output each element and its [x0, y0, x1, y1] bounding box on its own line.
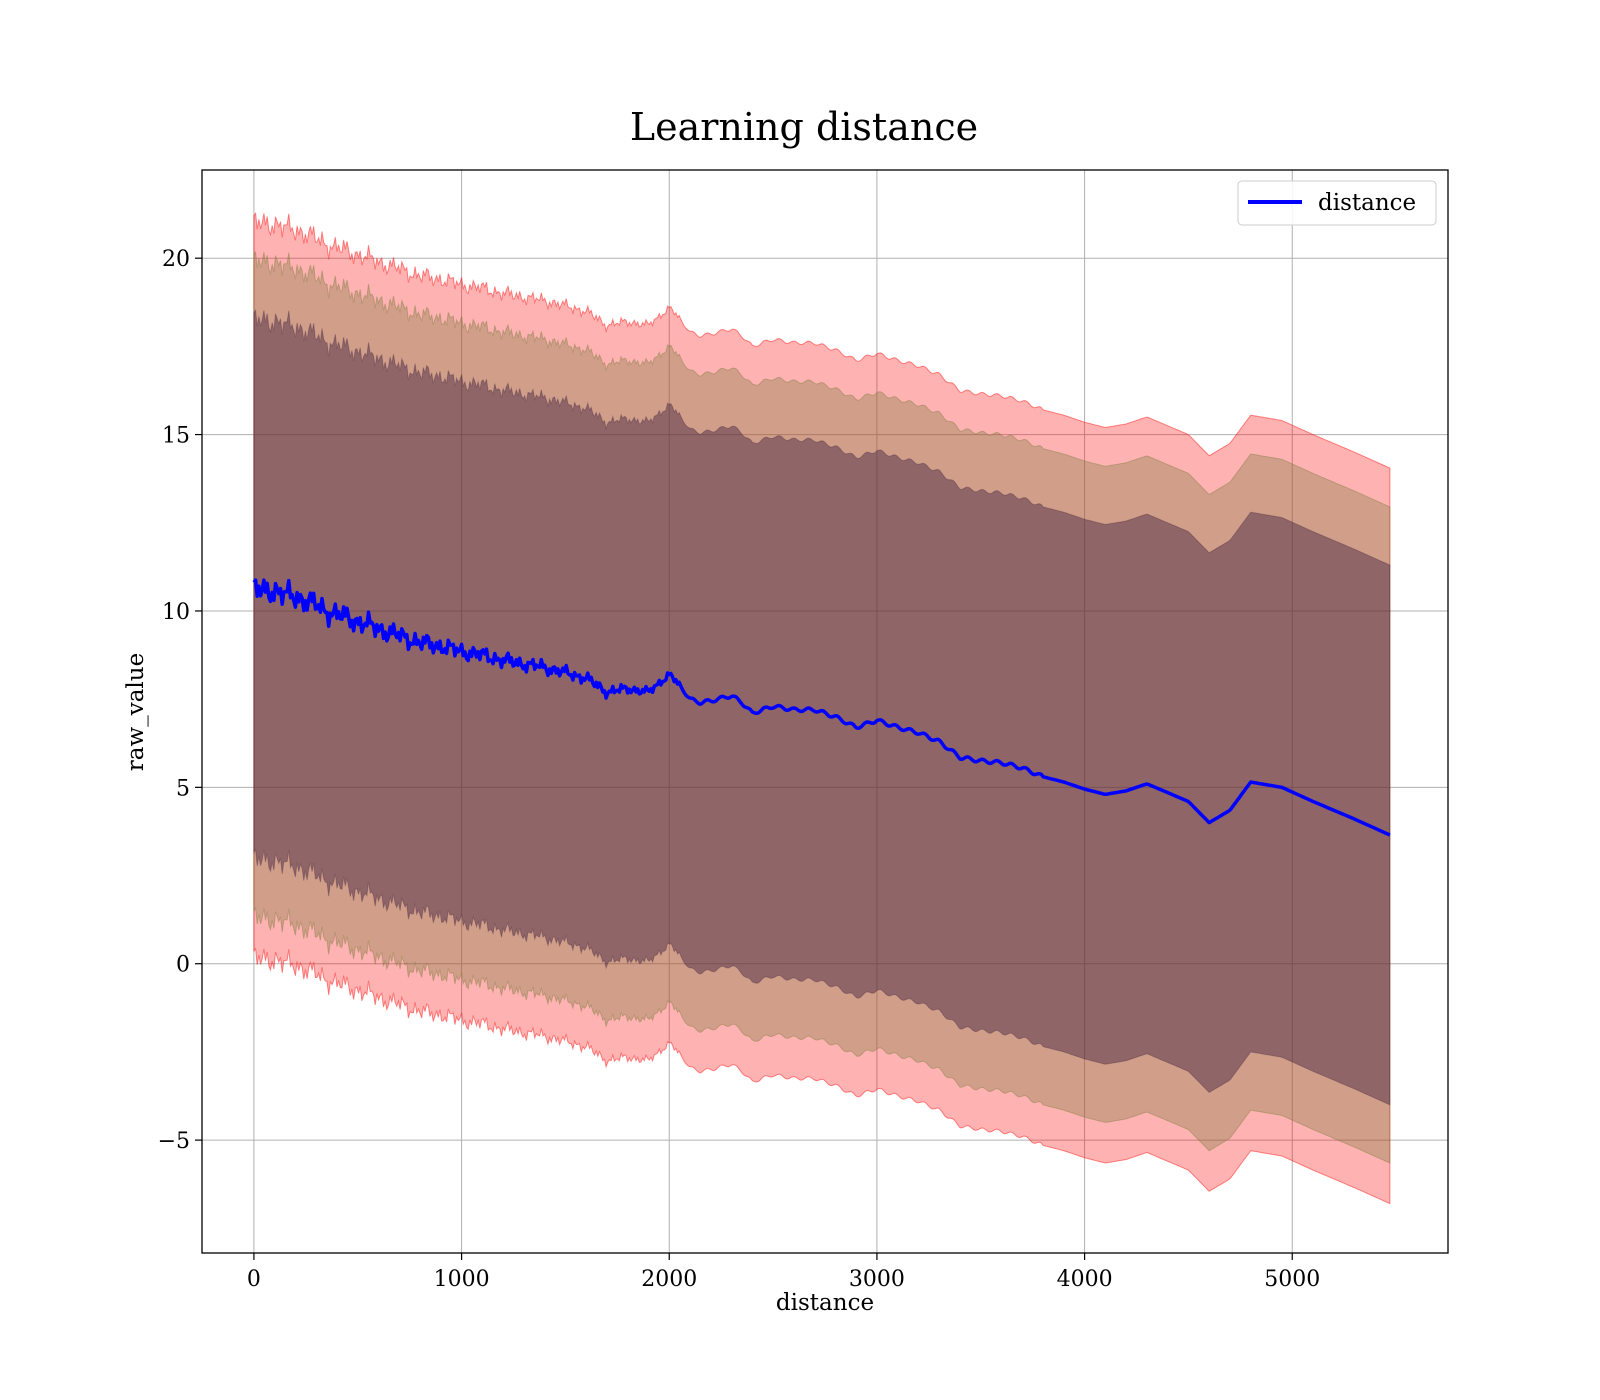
chart-title: Learning distance [630, 105, 978, 149]
y-tick-label: 20 [162, 247, 190, 272]
x-tick-label: 3000 [849, 1267, 905, 1292]
confidence-bands [253, 211, 1391, 1205]
y-tick-label: 5 [176, 776, 190, 801]
legend-box [1237, 180, 1437, 226]
y-tick-label: 0 [176, 953, 190, 978]
x-axis-label: distance [776, 1290, 874, 1316]
y-axis-label: raw_value [123, 653, 149, 771]
plot-frame [201, 169, 1449, 1254]
legend-label-distance: distance [1318, 190, 1416, 216]
legend: distance [1237, 180, 1437, 226]
series-lines [252, 578, 1391, 837]
band-2 [253, 250, 1391, 1164]
grid [202, 170, 1448, 1253]
series-line-distance [252, 578, 1391, 837]
y-tick-label: 15 [162, 424, 190, 449]
axis-ticks: 0 1000 2000 3000 4000 5000 −5 0 5 10 15 20 [158, 247, 1321, 1292]
x-tick-label: 5000 [1264, 1267, 1320, 1292]
x-tick-label: 1000 [434, 1267, 490, 1292]
band-3 [253, 308, 1391, 1106]
y-tick-label: 10 [162, 600, 190, 625]
band-1 [253, 211, 1391, 1205]
x-tick-label: 2000 [641, 1267, 697, 1292]
x-tick-label: 4000 [1057, 1267, 1113, 1292]
y-tick-label: −5 [158, 1129, 190, 1154]
x-tick-label: 0 [247, 1267, 261, 1292]
